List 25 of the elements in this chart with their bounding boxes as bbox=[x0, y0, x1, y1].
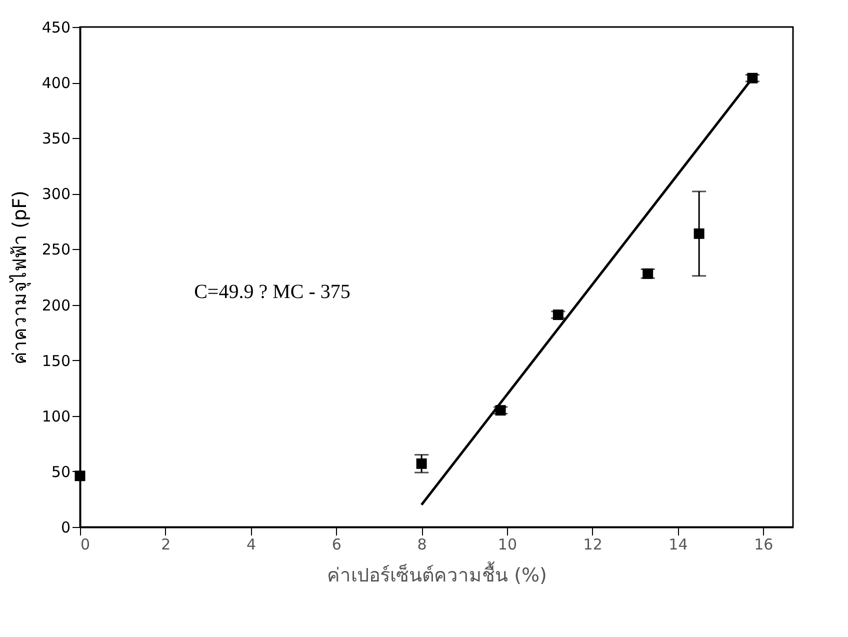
point bbox=[74, 470, 86, 482]
x-tick-label: 4 bbox=[246, 536, 256, 554]
y-tick-label: 200 bbox=[42, 296, 70, 314]
x-tick-label: 16 bbox=[754, 536, 774, 554]
y-tick-label: 50 bbox=[51, 462, 70, 481]
y-tick-label: 250 bbox=[42, 240, 70, 259]
y-tick-label: 350 bbox=[42, 130, 70, 148]
point bbox=[694, 228, 704, 239]
x-tick-label: 0 bbox=[80, 536, 90, 554]
x-tick-label: 14 bbox=[668, 536, 688, 554]
y-tick-label: 100 bbox=[42, 407, 70, 426]
x-tick-label: 2 bbox=[161, 536, 171, 554]
point bbox=[416, 458, 427, 469]
y-tick-label: 450 bbox=[42, 18, 70, 36]
y-tick-label: 150 bbox=[42, 352, 70, 370]
x-axis-title: ค่าเปอร์เซ็นต์ความชื้น (%) bbox=[327, 562, 547, 586]
x-tick-label: 8 bbox=[417, 536, 427, 554]
y-axis-title: ค่าความจุไฟฟ้า (pF) bbox=[8, 190, 32, 364]
y-tick-label: 400 bbox=[42, 74, 70, 92]
annotation: C=49.9 ? MC - 375 bbox=[194, 281, 350, 303]
y-tick-label: 0 bbox=[60, 518, 70, 536]
x-tick-label: 12 bbox=[583, 536, 602, 554]
x-tick-label: 10 bbox=[498, 536, 517, 554]
y-tick-label: 300 bbox=[42, 185, 70, 204]
x-tick-label: 6 bbox=[332, 536, 342, 554]
